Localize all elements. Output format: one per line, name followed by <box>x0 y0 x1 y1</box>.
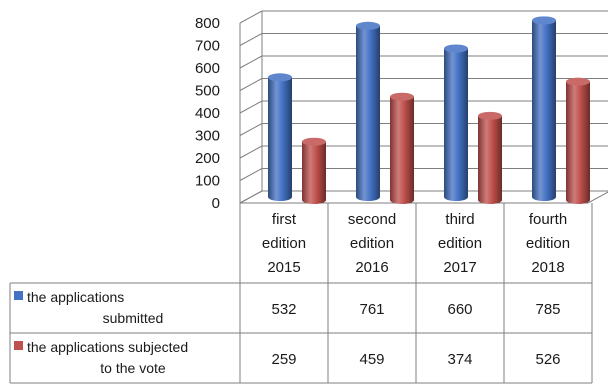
y-tick-label: 500 <box>195 83 220 100</box>
x-tick-label: 2015 <box>267 259 300 276</box>
grid-side-line <box>239 100 263 114</box>
bar-1-1 <box>390 96 414 204</box>
bar-top-0-3 <box>532 16 556 25</box>
bar-0-0 <box>268 77 292 201</box>
x-tick-label: edition <box>350 235 394 252</box>
y-tick-label: 800 <box>195 15 220 32</box>
data-value-0-3: 785 <box>535 301 560 318</box>
grid-side-line <box>239 55 263 69</box>
bar-top-1-3 <box>566 77 590 86</box>
bar-top-1-2 <box>478 111 502 120</box>
legend-key-1 <box>14 341 23 350</box>
grid-side-line <box>239 33 263 46</box>
y-tick-label: 700 <box>195 38 220 55</box>
y-tick-label: 400 <box>195 105 220 122</box>
bar-0-2 <box>444 48 468 201</box>
legend-label-0: the applications <box>27 289 124 305</box>
y-tick-label: 100 <box>195 173 220 190</box>
legend-label-0: submitted <box>103 310 164 326</box>
bar-top-0-1 <box>356 21 380 30</box>
y-tick-label: 0 <box>212 195 220 212</box>
grid-side-line <box>239 145 263 159</box>
bar-top-1-1 <box>390 92 414 101</box>
x-tick-label: 2016 <box>355 259 388 276</box>
grid-side-line <box>239 78 263 91</box>
chart-floor <box>239 190 608 204</box>
x-tick-label: edition <box>438 235 482 252</box>
bar-1-0 <box>302 141 326 204</box>
data-value-0-1: 761 <box>359 301 384 318</box>
legend-key-0 <box>14 291 23 300</box>
data-value-1-3: 526 <box>535 351 560 368</box>
y-tick-label: 600 <box>195 60 220 77</box>
data-value-0-0: 532 <box>271 301 296 318</box>
bar-top-0-2 <box>444 44 468 53</box>
bar-0-1 <box>356 25 380 202</box>
bar-1-3 <box>566 81 590 204</box>
grid-side-line <box>239 123 263 136</box>
data-value-1-1: 459 <box>359 351 384 368</box>
x-tick-label: edition <box>262 235 306 252</box>
x-tick-label: edition <box>526 235 570 252</box>
bar-0-3 <box>532 20 556 201</box>
y-tick-label: 300 <box>195 128 220 145</box>
grid-side-line <box>239 168 263 181</box>
bar-top-1-0 <box>302 137 326 146</box>
x-tick-label: fourth <box>529 211 567 228</box>
bar-top-0-0 <box>268 73 292 82</box>
y-tick-label: 200 <box>195 150 220 167</box>
x-tick-label: 2017 <box>443 259 476 276</box>
legend-label-1: to the vote <box>100 360 166 376</box>
x-tick-label: second <box>348 211 396 228</box>
data-value-1-0: 259 <box>271 351 296 368</box>
x-tick-label: first <box>272 211 297 228</box>
legend-label-1: the applications subjected <box>27 339 188 355</box>
x-tick-label: 2018 <box>531 259 564 276</box>
data-value-0-2: 660 <box>447 301 472 318</box>
grid-side-line <box>239 10 263 24</box>
x-tick-label: third <box>445 211 474 228</box>
bar-1-2 <box>478 115 502 204</box>
data-value-1-2: 374 <box>447 351 472 368</box>
